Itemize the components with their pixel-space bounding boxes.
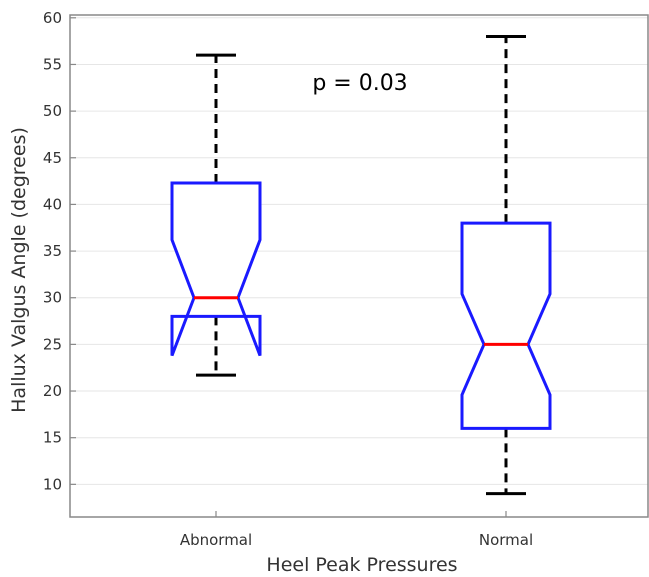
x-tick-label-0: Abnormal <box>180 531 252 549</box>
box-group-1 <box>460 34 552 496</box>
y-tick-label-10: 10 <box>43 475 62 493</box>
y-tick-label-30: 30 <box>43 289 62 307</box>
y-axis-label: Hallux Valgus Angle (degrees) <box>8 127 30 413</box>
notched-box <box>460 221 552 430</box>
y-tick-label-50: 50 <box>43 102 62 120</box>
p-value-annotation: p = 0.03 <box>312 71 407 96</box>
y-tick-label-15: 15 <box>43 429 62 447</box>
y-tick-label-40: 40 <box>43 195 62 213</box>
y-tick-label-20: 20 <box>43 382 62 400</box>
y-tick-label-45: 45 <box>43 149 62 167</box>
y-tick-label-35: 35 <box>43 242 62 260</box>
gridlines <box>70 17 648 485</box>
boxes <box>170 34 552 496</box>
x-tick-label-1: Normal <box>479 531 533 549</box>
y-axis-ticks: 10 15 20 25 30 35 40 45 50 55 60 <box>43 9 76 493</box>
x-axis-ticks: Abnormal Normal <box>180 511 533 549</box>
y-tick-label-55: 55 <box>43 55 62 73</box>
box-group-0 <box>170 53 262 377</box>
plot-area-frame <box>69 14 649 518</box>
notched-box <box>170 181 262 357</box>
x-axis-label: Heel Peak Pressures <box>266 554 457 576</box>
y-tick-label-60: 60 <box>43 9 62 27</box>
y-tick-label-25: 25 <box>43 335 62 353</box>
